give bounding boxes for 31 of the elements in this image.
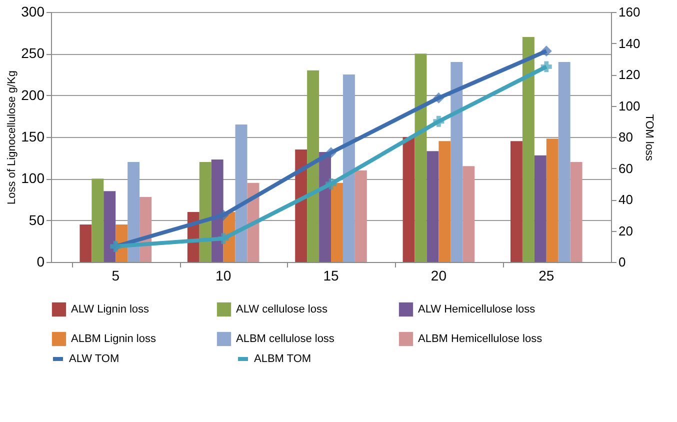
y2-axis-title: TOM loss xyxy=(643,114,656,162)
x-tick-label: 15 xyxy=(323,268,339,284)
y-tick-label: 250 xyxy=(21,45,45,62)
y2-tick-label: 100 xyxy=(618,98,640,114)
legend-label: ALW TOM xyxy=(69,353,120,365)
y2-tick-label: 0 xyxy=(618,254,626,270)
y-tick-label: 150 xyxy=(21,128,45,144)
legend-label: ALBM Lignin loss xyxy=(71,333,156,345)
y2-tick-label: 60 xyxy=(618,160,633,176)
y2-tick-label: 80 xyxy=(618,130,633,144)
x-tick-label: 5 xyxy=(112,268,120,284)
y2-tick-label: 160 xyxy=(618,4,640,20)
y-tick-label: 50 xyxy=(28,212,45,228)
y-tick-label: 300 xyxy=(21,4,45,20)
y2-tick-label: 20 xyxy=(618,223,633,238)
y2-tick-label: 120 xyxy=(618,67,640,82)
legend-label: ALW cellulose loss xyxy=(236,303,328,316)
y2-tick-label: 40 xyxy=(618,192,633,207)
legend-label: ALW Hemicellulose loss xyxy=(418,303,536,316)
y2-tick-label: 140 xyxy=(618,36,640,51)
legend-label: ALBM cellulose loss xyxy=(236,333,335,345)
legend-label: ALBM Hemicellulose loss xyxy=(418,333,543,345)
y-axis-title: Loss of Lignocellulose g/Kg xyxy=(6,70,18,204)
x-tick-label: 20 xyxy=(430,268,447,284)
y-tick-label: 200 xyxy=(21,86,45,103)
legend-label: ALW Lignin loss xyxy=(71,303,150,316)
x-tick-label: 10 xyxy=(216,268,232,284)
legend-label: ALBM TOM xyxy=(254,353,312,365)
x-tick-label: 25 xyxy=(538,268,554,284)
y-tick-label: 100 xyxy=(21,170,45,186)
y-tick-label: 0 xyxy=(36,254,45,270)
